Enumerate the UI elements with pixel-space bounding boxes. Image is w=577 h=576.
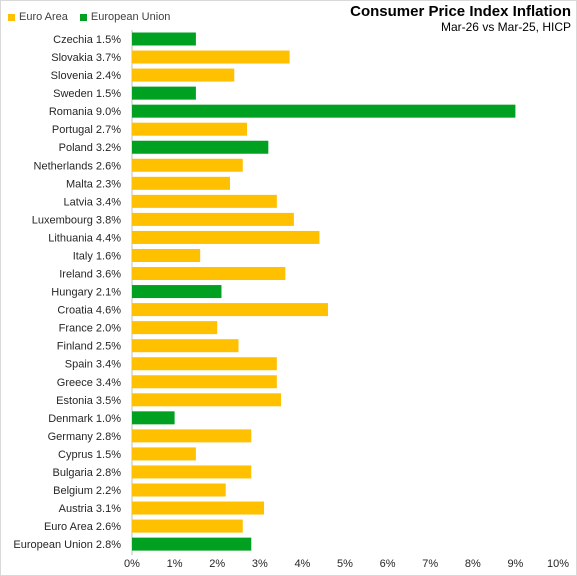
bar [132,50,290,64]
bar [132,447,196,461]
category-label: Estonia 3.5% [56,395,121,407]
x-tick-label: 0% [124,558,140,570]
legend-item-euro-area: Euro Area [8,11,68,23]
category-label: European Union 2.8% [13,539,121,551]
category-label: Malta 2.3% [66,178,121,190]
category-label: Poland 3.2% [59,142,122,154]
bar [132,140,269,154]
bar [132,267,286,281]
category-label: Germany 2.8% [48,431,122,443]
category-label: Netherlands 2.6% [34,160,122,172]
bar [132,537,252,551]
x-tick-label: 9% [507,558,523,570]
x-tick-label: 5% [337,558,353,570]
category-label: Cyprus 1.5% [58,449,121,461]
category-label: Ireland 3.6% [59,269,121,281]
x-tick-label: 3% [252,558,268,570]
bar [132,122,248,136]
category-label: Latvia 3.4% [64,196,122,208]
legend-item-european-union: European Union [79,11,171,23]
bar [132,285,222,299]
x-tick-label: 8% [465,558,481,570]
bar [132,411,175,425]
bar [132,104,516,118]
category-label: Greece 3.4% [57,377,121,389]
category-label: Czechia 1.5% [53,34,121,46]
bar [132,303,328,317]
x-tick-label: 1% [167,558,183,570]
x-tick-label: 2% [209,558,225,570]
bar [132,483,226,497]
category-label: Denmark 1.0% [48,413,121,425]
x-tick-label: 10% [547,558,569,570]
category-label: Slovakia 3.7% [51,52,121,64]
legend-label-european-union: European Union [90,11,171,23]
x-tick-label: 6% [380,558,396,570]
category-label: Belgium 2.2% [53,485,121,497]
bar [132,321,218,335]
category-label: Romania 9.0% [49,106,121,118]
category-label: Austria 3.1% [59,503,122,515]
category-label: Italy 1.6% [73,250,122,262]
category-label: Croatia 4.6% [57,305,121,317]
bar [132,158,243,172]
bar [132,393,282,407]
bar [132,357,277,371]
category-label: France 2.0% [59,323,122,335]
category-label: Euro Area 2.6% [44,521,121,533]
category-label: Portugal 2.7% [52,124,121,136]
bar [132,465,252,479]
category-label: Luxembourg 3.8% [32,214,121,226]
bar [132,375,277,389]
bar [132,230,320,244]
title-block: Consumer Price Index Inflation Mar-26 vs… [350,3,571,35]
category-label: Hungary 2.1% [51,287,121,299]
bar [132,86,196,100]
legend-label-euro-area: Euro Area [19,11,68,23]
bar [132,32,196,46]
bar [132,248,201,262]
bar [132,519,243,533]
category-label: Slovenia 2.4% [51,70,122,82]
bar [132,429,252,443]
bar [132,339,239,353]
bar [132,194,277,208]
category-label: Sweden 1.5% [53,88,121,100]
x-tick-label: 7% [422,558,438,570]
category-label: Spain 3.4% [65,359,121,371]
legend-swatch-euro-area [8,13,15,21]
bar [132,212,294,226]
category-label: Bulgaria 2.8% [53,467,122,479]
category-label: Finland 2.5% [57,341,121,353]
chart-title: Consumer Price Index Inflation [350,3,571,20]
bar [132,501,265,515]
legend-swatch-european-union [79,13,87,21]
x-tick-label: 4% [294,558,310,570]
category-label: Lithuania 4.4% [48,232,121,244]
bar [132,68,235,82]
bar [132,176,230,190]
legend: Euro Area European Union [8,11,182,23]
chart-subtitle: Mar-26 vs Mar-25, HICP [440,20,571,34]
